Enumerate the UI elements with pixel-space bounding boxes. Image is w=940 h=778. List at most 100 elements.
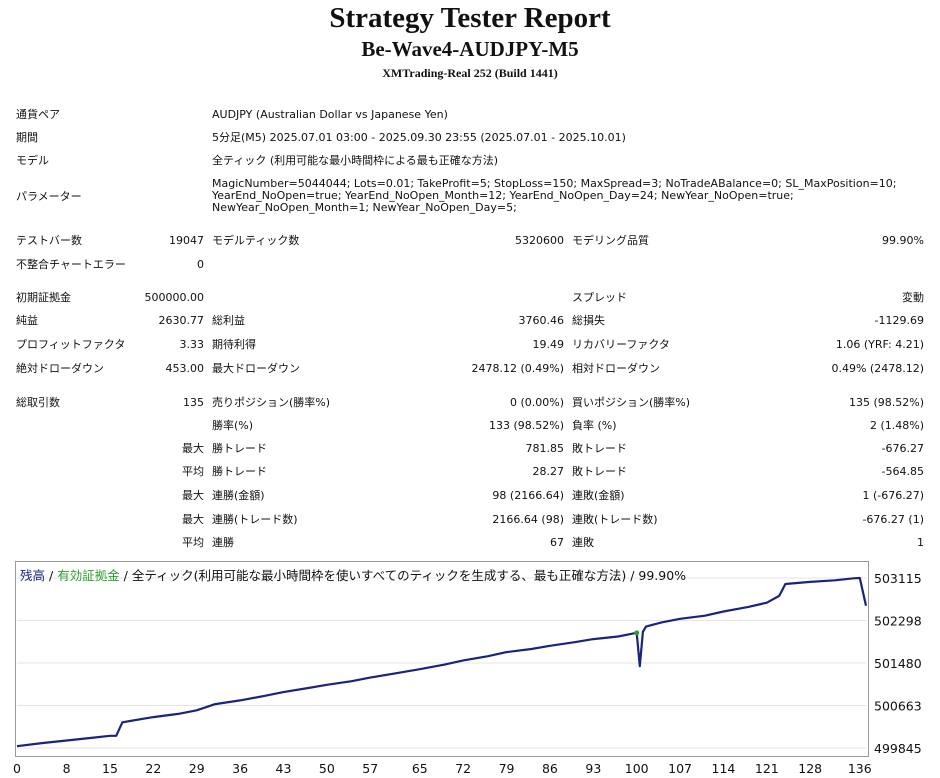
win-rate-value: 133 (98.52%) [488, 419, 564, 432]
model-label: モデル [16, 154, 49, 167]
x-tick-label: 128 [798, 761, 822, 776]
avg-cons-wins-label: 連勝 [212, 536, 234, 549]
cons-wins-count-label: 連勝(トレード数) [212, 513, 298, 526]
loss-rate-label: 負率 (%) [572, 419, 617, 432]
y-tick-label: 501480 [874, 656, 922, 671]
max-drawdown-label: 最大ドローダウン [212, 362, 300, 375]
balance-line [16, 576, 868, 748]
equity-marker [634, 630, 640, 636]
short-positions-value: 0 (0.00%) [509, 396, 564, 409]
cons-losses-amount-label: 連敗(金額) [572, 489, 625, 502]
expected-payoff-value: 19.49 [532, 338, 565, 351]
y-tick-label: 499845 [874, 741, 922, 756]
x-tick-label: 114 [712, 761, 736, 776]
server-info: XMTrading-Real 252 (Build 1441) [382, 66, 558, 80]
cons-wins-amount-label: 連勝(金額) [212, 489, 265, 502]
balance-chart-frame [15, 561, 869, 757]
ticks-value: 5320600 [515, 234, 564, 247]
deposit-label: 初期証拠金 [16, 291, 71, 304]
period-value: 5分足(M5) 2025.07.01 03:00 - 2025.09.30 23… [212, 131, 626, 144]
cons-losses-count-value: -676.27 (1) [862, 513, 924, 526]
recovery-factor-label: リカバリーファクタ [572, 338, 670, 351]
short-positions-label: 売りポジション(勝率%) [212, 396, 331, 409]
params-line-1: MagicNumber=5044044; Lots=0.01; TakeProf… [212, 177, 897, 190]
expected-payoff-label: 期待利得 [212, 338, 256, 351]
mismatch-label: 不整合チャートエラー [16, 258, 126, 271]
gross-loss-value: -1129.69 [874, 314, 924, 327]
avg-cons-losses-label: 連敗 [572, 536, 594, 549]
recovery-factor-value: 1.06 (YRF: 4.21) [835, 338, 924, 351]
report-title: Strategy Tester Report [329, 2, 611, 34]
symbol-label: 通貨ペア [16, 108, 60, 121]
loss-rate-value: 2 (1.48%) [869, 419, 924, 432]
win-rate-label: 勝率(%) [212, 419, 254, 432]
largest-loss-label: 敗トレード [572, 442, 627, 455]
long-positions-label: 買いポジション(勝率%) [572, 396, 691, 409]
average-win-label: 勝トレード [212, 465, 267, 478]
total-trades-label: 総取引数 [16, 396, 60, 409]
cons-wins-amount-value: 98 (2166.64) [492, 489, 564, 502]
legend-balance: 残高 [20, 568, 46, 583]
x-tick-label: 22 [145, 761, 161, 776]
params-line-3: NewYear_NoOpen_Month=1; NewYear_NoOpen_D… [212, 201, 517, 214]
gross-profit-value: 3760.46 [518, 314, 565, 327]
model-value: 全ティック (利用可能な最小時間枠による最も正確な方法) [212, 154, 499, 167]
x-tick-label: 136 [848, 761, 872, 776]
params-line-2: YearEnd_NoOpen=true; YearEnd_NoOpen_Mont… [212, 189, 794, 202]
abs-drawdown-value: 453.00 [165, 362, 205, 375]
params-label: パラメーター [16, 190, 82, 203]
y-tick-label: 500663 [874, 698, 922, 713]
legend-description: / 全ティック(利用可能な最小時間枠を使いすべてのティックを生成する、最も正確な… [119, 568, 687, 583]
deposit-value: 500000.00 [144, 291, 205, 304]
x-tick-label: 36 [232, 761, 248, 776]
net-profit-value: 2630.77 [158, 314, 205, 327]
legend-separator: / [45, 568, 58, 583]
report-subtitle: Be-Wave4-AUDJPY-M5 [361, 37, 579, 61]
total-trades-value: 135 [183, 396, 204, 409]
average-loss-value: -564.85 [881, 465, 924, 478]
long-positions-value: 135 (98.52%) [848, 396, 924, 409]
avg-cons-losses-value: 1 [917, 536, 924, 549]
avg-qualifier: 平均 [182, 536, 204, 549]
x-tick-label: 50 [319, 761, 335, 776]
ticks-label: モデルティック数 [212, 234, 300, 247]
x-tick-label: 100 [625, 761, 649, 776]
quality-value: 99.90% [882, 234, 924, 247]
y-tick-label: 503115 [874, 571, 922, 586]
max-qualifier: 最大 [182, 442, 204, 455]
avg-cons-wins-value: 67 [550, 536, 564, 549]
quality-label: モデリング品質 [572, 234, 649, 247]
profit-factor-value: 3.33 [179, 338, 205, 351]
x-tick-label: 86 [542, 761, 558, 776]
x-tick-label: 65 [412, 761, 428, 776]
rel-drawdown-label: 相対ドローダウン [572, 362, 660, 375]
x-tick-label: 8 [63, 761, 71, 776]
gross-profit-label: 総利益 [212, 314, 245, 327]
x-tick-label: 15 [102, 761, 118, 776]
spread-label: スプレッド [572, 291, 627, 304]
bars-value: 19047 [169, 234, 204, 247]
rel-drawdown-value: 0.49% (2478.12) [831, 362, 924, 375]
largest-loss-value: -676.27 [881, 442, 924, 455]
x-tick-label: 29 [189, 761, 205, 776]
average-loss-label: 敗トレード [572, 465, 627, 478]
bars-label: テストバー数 [16, 234, 82, 247]
average-win-value: 28.27 [532, 465, 565, 478]
x-tick-label: 43 [276, 761, 292, 776]
profit-factor-label: プロフィットファクタ [16, 338, 126, 351]
y-tick-label: 502298 [874, 613, 922, 628]
max-qualifier: 最大 [182, 489, 204, 502]
abs-drawdown-label: 絶対ドローダウン [16, 362, 104, 375]
net-profit-label: 純益 [16, 314, 38, 327]
x-tick-label: 79 [499, 761, 515, 776]
legend-equity: 有効証拠金 [57, 568, 120, 583]
x-tick-label: 121 [755, 761, 779, 776]
max-qualifier: 最大 [182, 513, 204, 526]
symbol-value: AUDJPY (Australian Dollar vs Japanese Ye… [212, 108, 448, 121]
x-tick-label: 72 [455, 761, 471, 776]
chart-legend: 残高 / 有効証拠金 / 全ティック(利用可能な最小時間枠を使いすべてのティック… [20, 565, 686, 584]
cons-losses-amount-value: 1 (-676.27) [862, 489, 924, 502]
largest-win-label: 勝トレード [212, 442, 267, 455]
x-tick-label: 57 [362, 761, 378, 776]
